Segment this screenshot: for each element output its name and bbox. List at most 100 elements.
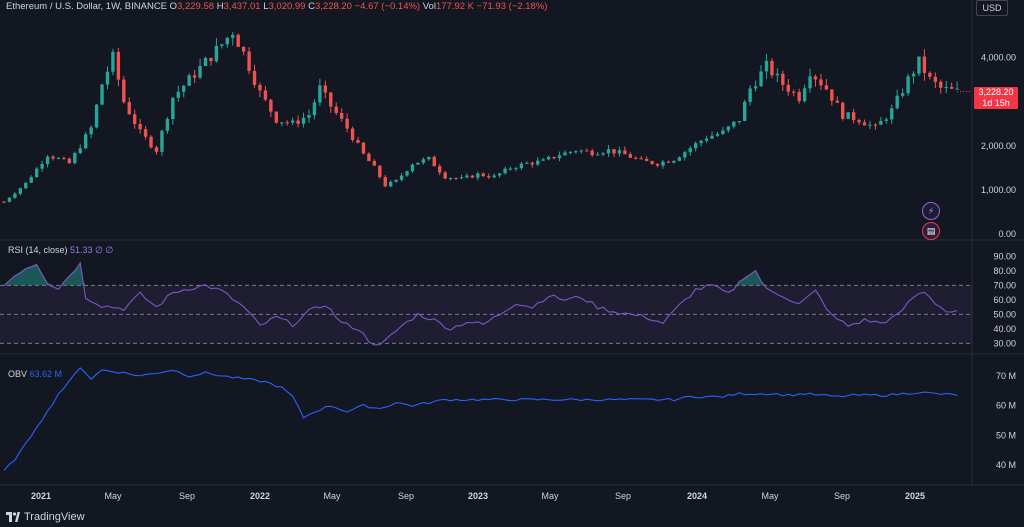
price-tick-label: 0.00 xyxy=(998,229,1016,239)
candle-body xyxy=(530,162,534,165)
candle-body xyxy=(688,148,692,153)
low-label: L xyxy=(263,1,269,12)
time-tick-label: Sep xyxy=(615,491,631,501)
rsi-tick-label: 50.00 xyxy=(993,309,1016,319)
candle-body xyxy=(830,89,834,101)
candle-body xyxy=(73,153,77,164)
candle-body xyxy=(585,150,589,152)
open-label: O xyxy=(169,1,178,12)
rsi-overbought-fill xyxy=(4,263,958,286)
rsi-legend[interactable]: RSI (14, close) 51.33 ∅ ∅ xyxy=(8,245,113,256)
candle-body xyxy=(389,181,393,187)
rsi-tick-label: 40.00 xyxy=(993,324,1016,334)
time-tick-label: 2024 xyxy=(687,491,707,501)
candle-body xyxy=(884,119,888,121)
candle-body xyxy=(122,79,126,103)
tradingview-logo-icon xyxy=(6,512,20,522)
candle-body xyxy=(334,106,338,113)
candle-body xyxy=(955,88,959,90)
candle-body xyxy=(721,130,725,135)
candle-body xyxy=(672,160,676,163)
candle-body xyxy=(557,155,562,159)
candle-body xyxy=(29,177,33,183)
candle-body xyxy=(399,175,404,180)
price-tick-label: 4,000.00 xyxy=(981,53,1016,63)
candle-body xyxy=(759,71,763,87)
time-tick-label: 2023 xyxy=(468,491,488,501)
candle-body xyxy=(34,168,39,178)
symbol-header[interactable]: Ethereum / U.S. Dollar, 1W, BINANCE O3,2… xyxy=(6,1,547,12)
candle-body xyxy=(862,122,867,126)
time-tick-label: Sep xyxy=(398,491,414,501)
candle-body xyxy=(187,75,191,86)
candle-body xyxy=(939,81,943,88)
candle-body xyxy=(792,91,796,93)
candle-body xyxy=(345,118,349,129)
candle-body xyxy=(192,75,197,78)
candle-body xyxy=(813,76,818,80)
candle-body xyxy=(704,138,709,141)
lightning-icon[interactable]: ⚡ xyxy=(922,202,940,220)
high-value: 3,437.01 xyxy=(223,1,261,12)
candle-body xyxy=(372,161,377,166)
candle-body xyxy=(105,71,110,85)
candle-body xyxy=(323,85,328,93)
obv-line xyxy=(3,367,958,471)
candle-body xyxy=(568,151,573,153)
candle-body xyxy=(933,76,938,82)
candle-body xyxy=(138,124,142,130)
candle-body xyxy=(497,173,502,176)
candle-body xyxy=(563,152,567,156)
candle-body xyxy=(873,124,878,126)
candle-body xyxy=(318,85,322,103)
rsi-tick-label: 80.00 xyxy=(993,266,1016,276)
obv-value: 63.62 M xyxy=(29,369,63,379)
candle-body xyxy=(655,163,660,166)
candle-body xyxy=(214,45,219,62)
candle-body xyxy=(432,156,436,167)
candle-body xyxy=(743,101,747,122)
volume-change: −71.93 (−2.18%) xyxy=(476,1,548,12)
rsi-tick-label: 90.00 xyxy=(993,251,1016,261)
candle-body xyxy=(628,154,633,158)
candle-body xyxy=(7,197,12,202)
candle-body xyxy=(252,70,257,85)
candle-body xyxy=(868,124,872,126)
tradingview-branding[interactable]: TradingView xyxy=(6,511,85,523)
candle-body xyxy=(405,171,409,176)
candle-body xyxy=(677,157,682,161)
candle-body xyxy=(764,60,769,72)
candle-body xyxy=(290,120,295,123)
candle-body xyxy=(835,100,839,103)
us-flag-icon[interactable]: ▤ xyxy=(922,222,940,240)
bar-countdown: 1d 15h xyxy=(982,98,1010,108)
candle-body xyxy=(732,121,736,127)
candle-body xyxy=(209,57,213,62)
candle-body xyxy=(448,177,453,179)
candle-body xyxy=(911,73,916,77)
candle-body xyxy=(443,172,447,179)
high-label: H xyxy=(216,1,224,12)
candle-body xyxy=(710,135,714,139)
candle-body xyxy=(552,156,556,159)
tradingview-text: TradingView xyxy=(24,511,85,523)
candle-body xyxy=(519,163,524,169)
candle-body xyxy=(296,120,300,124)
candle-body xyxy=(465,175,469,178)
obv-legend[interactable]: OBV 63.62 M xyxy=(8,369,62,379)
last-price-value: 3,228.20 xyxy=(978,87,1014,97)
candle-body xyxy=(274,111,279,123)
change-value: −4.67 (−0.14%) xyxy=(354,1,421,12)
candle-body xyxy=(285,122,289,124)
candle-body xyxy=(906,76,910,94)
rsi-tick-label: 30.00 xyxy=(993,338,1016,348)
candle-body xyxy=(492,175,496,178)
last-price-badge: 3,228.20 1d 15h xyxy=(974,87,1018,109)
candle-body xyxy=(241,46,246,52)
currency-button[interactable]: USD xyxy=(976,0,1008,16)
candle-body xyxy=(410,164,415,172)
candle-body xyxy=(258,84,262,91)
chart-side-icons: ⚡ ▤ xyxy=(922,202,940,242)
candle-body xyxy=(421,159,426,163)
